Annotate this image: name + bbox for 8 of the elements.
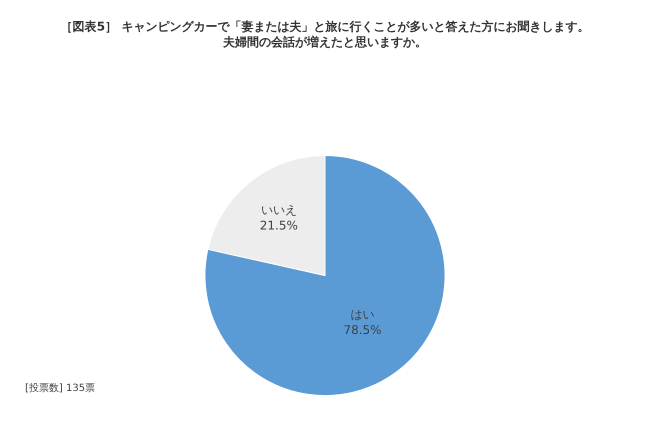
- chart-subtitle: 夫婦間の会話が増えたと思いますか。: [222, 34, 427, 49]
- chart-title: ［図表5］ キャンピングカーで「妻または夫」と旅に行くことが多いと答えた方にお聞きします。: [60, 19, 590, 34]
- data-label: 78.5%: [343, 323, 382, 338]
- slice-label: はい: [350, 308, 375, 322]
- data-label: 21.5%: [260, 218, 298, 233]
- pie-slice: [204, 154, 446, 396]
- slice-label: いいえ: [260, 203, 297, 218]
- text: [投票数] 135票: [25, 382, 96, 394]
